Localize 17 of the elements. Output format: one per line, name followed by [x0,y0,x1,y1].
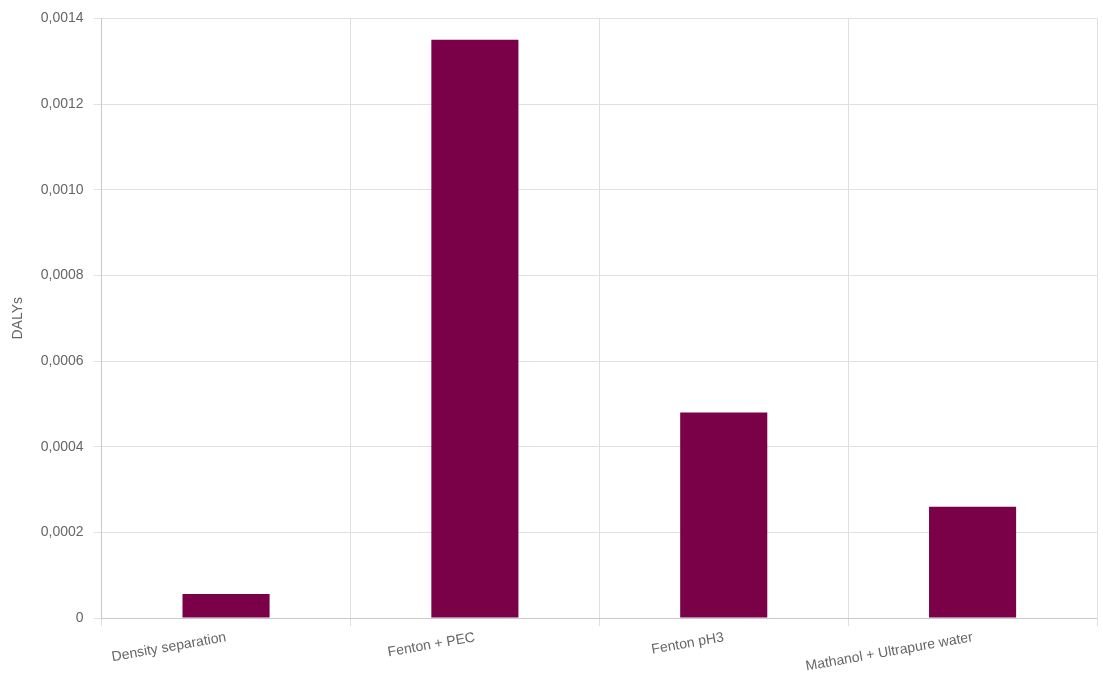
x-tick-label: Density separation [110,628,228,665]
y-tick-label: 0,0002 [40,523,84,540]
y-tick-label: 0,0004 [40,437,84,454]
x-tick-label: Fenton pH3 [650,628,726,657]
y-tick-label: 0,0010 [40,180,84,197]
bar [182,594,270,618]
y-tick-label: 0,0008 [40,266,84,283]
bar [431,39,519,618]
y-tick-label: 0 [75,608,84,625]
bar [680,412,768,618]
x-tick-label: Fenton + PEC [386,628,477,660]
y-tick-label: 0,0014 [40,9,84,26]
y-tick-label: 0,0012 [40,94,84,111]
x-tick-label: Mathanol + Ultrapure water [804,628,975,674]
y-tick-label: 0,0006 [40,351,84,368]
bar [929,506,1017,618]
y-axis-title: DALYs [9,296,26,340]
